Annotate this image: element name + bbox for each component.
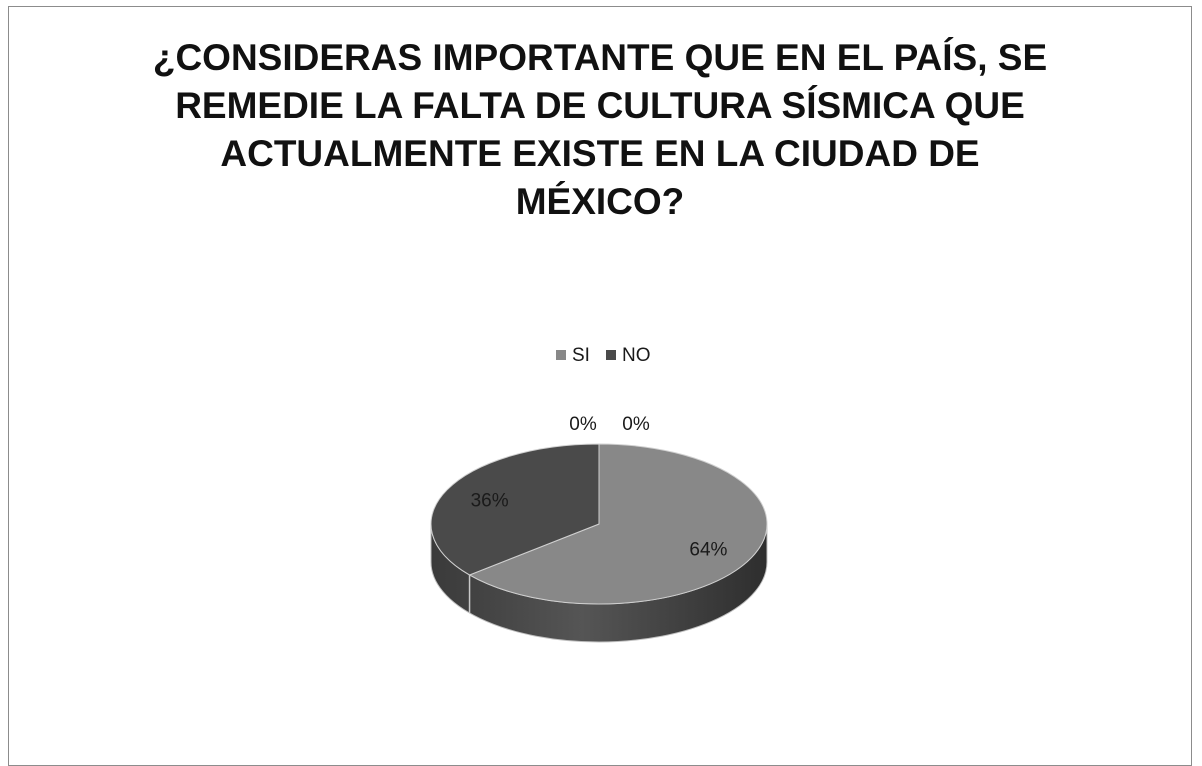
chart-title-line-4: MÉXICO?	[515, 181, 685, 222]
pie-slice-si	[468, 443, 768, 605]
chart-title-line-2: REMEDIE LA FALTA DE CULTURA SÍSMICA QUE	[175, 85, 1025, 126]
chart-title-line-1: ¿CONSIDERAS IMPORTANTE QUE EN EL PAÍS, S…	[152, 37, 1048, 78]
chart-title: ¿CONSIDERAS IMPORTANTE QUE EN EL PAÍS, S…	[8, 34, 1192, 226]
data-label-si: 64%	[689, 540, 727, 561]
pie-slice-no	[430, 443, 600, 576]
legend-label-si: SI	[572, 345, 590, 366]
chart-legend: SI NO	[556, 345, 651, 366]
data-label-no: 36%	[471, 491, 509, 512]
chart-title-line-3: ACTUALMENTE EXISTE EN LA CIUDAD DE	[220, 133, 980, 174]
legend-label-no: NO	[622, 345, 651, 366]
pie-data-labels: 64% 36% 0% 0%	[471, 414, 728, 561]
legend-swatch-no	[606, 350, 616, 360]
data-label-zero-2: 0%	[569, 414, 597, 435]
legend-swatch-si	[556, 350, 566, 360]
data-label-zero-3: 0%	[622, 414, 650, 435]
pie-chart: SI NO 64% 36% 0% 0%	[430, 345, 768, 643]
pie-slices	[430, 443, 768, 605]
